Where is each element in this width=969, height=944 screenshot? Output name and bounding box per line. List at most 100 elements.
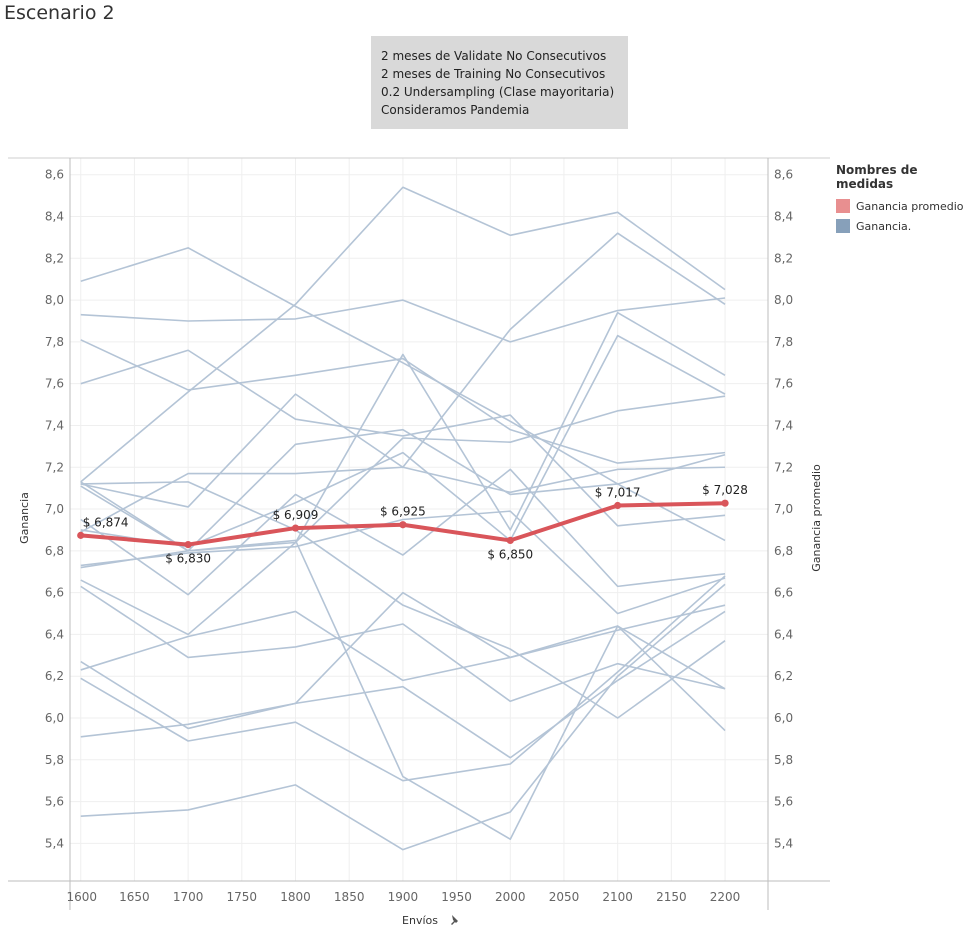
x-tick-label: 1700 [173, 890, 204, 904]
legend-label-series: Ganancia. [856, 219, 912, 233]
legend-item-series[interactable]: Ganancia. [836, 216, 969, 236]
x-tick-label: 2000 [495, 890, 526, 904]
y-tick-label: 8,2 [45, 251, 64, 265]
x-tick-label: 2150 [656, 890, 687, 904]
average-data-label: $ 6,874 [83, 515, 129, 529]
y-tick-label: 6,8 [45, 544, 64, 558]
y-tick-label-right: 6,4 [774, 627, 793, 641]
series-lines [80, 186, 726, 851]
series-line [80, 510, 726, 615]
x-tick-label: 1850 [334, 890, 365, 904]
y-tick-label-right: 5,6 [774, 795, 793, 809]
y-tick-label: 8,4 [45, 210, 64, 224]
x-tick-label: 1800 [280, 890, 311, 904]
legend: Nombres de medidas Ganancia promedio Gan… [836, 163, 969, 236]
y-tick-label-right: 7,6 [774, 377, 793, 391]
series-line [80, 186, 726, 483]
series-line [80, 610, 726, 759]
series-line [80, 466, 726, 533]
average-data-label: $ 6,850 [487, 547, 533, 561]
x-tick-label: 2100 [602, 890, 633, 904]
x-tick-label: 1600 [66, 890, 97, 904]
pin-icon[interactable] [451, 915, 458, 925]
y-tick-label-right: 6,8 [774, 544, 793, 558]
caption-box: 2 meses de Validate No Consecutivos 2 me… [371, 36, 628, 129]
y-tick-label-right: 6,0 [774, 711, 793, 725]
x-tick-label: 1950 [441, 890, 472, 904]
legend-title: Nombres de medidas [836, 163, 918, 191]
series-line [80, 395, 726, 636]
y-tick-label: 7,4 [45, 418, 64, 432]
x-tick-label: 1900 [388, 890, 419, 904]
series-line [80, 349, 726, 527]
series-line [80, 481, 726, 719]
y-tick-label-right: 8,0 [774, 293, 793, 307]
average-point [506, 536, 514, 544]
y-tick-label-right: 5,8 [774, 753, 793, 767]
y-tick-label-right: 7,2 [774, 460, 793, 474]
series-line [80, 297, 726, 343]
y-tick-label: 5,6 [45, 795, 64, 809]
y-tick-label: 8,6 [45, 168, 64, 182]
series-line [80, 539, 726, 841]
y-tick-label: 6,6 [45, 586, 64, 600]
x-tick-label: 2200 [710, 890, 741, 904]
legend-item-average[interactable]: Ganancia promedio [836, 196, 969, 216]
legend-label-average: Ganancia promedio [856, 199, 964, 213]
average-data-label: $ 6,925 [380, 505, 426, 519]
caption-line: 2 meses de Training No Consecutivos [381, 67, 606, 81]
average-series: $ 6,874 $ 6,830 $ 6,909 $ 6,925 $ 6,850 $ 7,0… [77, 483, 748, 566]
caption-line: Consideramos Pandemia [381, 103, 530, 117]
average-point [614, 501, 622, 510]
series-line [80, 604, 726, 682]
legend-swatch-series [836, 219, 850, 233]
average-point [77, 531, 85, 539]
average-data-label: $ 7,028 [702, 483, 748, 497]
average-data-label: $ 6,830 [165, 552, 211, 566]
y-tick-label: 5,8 [45, 753, 64, 767]
y-tick-label-right: 6,2 [774, 669, 793, 683]
y-tick-label: 5,4 [45, 836, 64, 850]
series-line [80, 468, 726, 596]
y-tick-label: 6,4 [45, 627, 64, 641]
average-point [721, 499, 729, 507]
grid-layer [70, 158, 768, 881]
y-tick-label-right: 8,4 [774, 210, 793, 224]
y-tick-label-right: 7,0 [774, 502, 793, 516]
y-axis-title: Ganancia [18, 492, 31, 544]
caption-line: 2 meses de Validate No Consecutivos [381, 49, 607, 63]
chart-frame [8, 157, 830, 910]
caption-line: 0.2 Undersampling (Clase mayoritaria) [381, 85, 615, 99]
y-tick-label-right: 5,4 [774, 836, 793, 850]
y-tick-label: 8,0 [45, 293, 64, 307]
page-title: Escenario 2 [4, 2, 115, 24]
series-line [80, 339, 726, 464]
y-tick-label: 7,0 [45, 502, 64, 516]
y-axis-title-right: Ganancia promedio [810, 464, 823, 572]
y-tick-label: 6,0 [45, 711, 64, 725]
average-data-label: $ 6,909 [273, 508, 319, 522]
y-tick-label-right: 8,6 [774, 168, 793, 182]
average-point [184, 540, 192, 549]
y-tick-label: 7,8 [45, 335, 64, 349]
y-tick-label-right: 8,2 [774, 251, 793, 265]
x-axis-title: Envíos [402, 914, 438, 927]
y-tick-label-right: 7,4 [774, 418, 793, 432]
legend-swatch-average [836, 199, 850, 213]
y-tick-label-right: 7,8 [774, 335, 793, 349]
y-tick-label: 7,6 [45, 377, 64, 391]
average-point [399, 521, 407, 529]
series-line [80, 583, 726, 851]
y-tick-label-right: 6,6 [774, 586, 793, 600]
y-tick-label: 6,2 [45, 669, 64, 683]
x-tick-label: 2050 [549, 890, 580, 904]
average-point [291, 524, 300, 532]
series-line [80, 575, 726, 782]
y-tick-label: 7,2 [45, 460, 64, 474]
average-data-label: $ 7,017 [595, 485, 641, 499]
axis-ticks: 5,4 5,4 5,6 5,6 5,8 5,8 6,0 6,0 6,2 6,2 6,4 6,4 6,6 6… [45, 168, 793, 904]
x-tick-label: 1750 [227, 890, 258, 904]
x-tick-label: 1650 [119, 890, 150, 904]
series-line [80, 585, 726, 703]
